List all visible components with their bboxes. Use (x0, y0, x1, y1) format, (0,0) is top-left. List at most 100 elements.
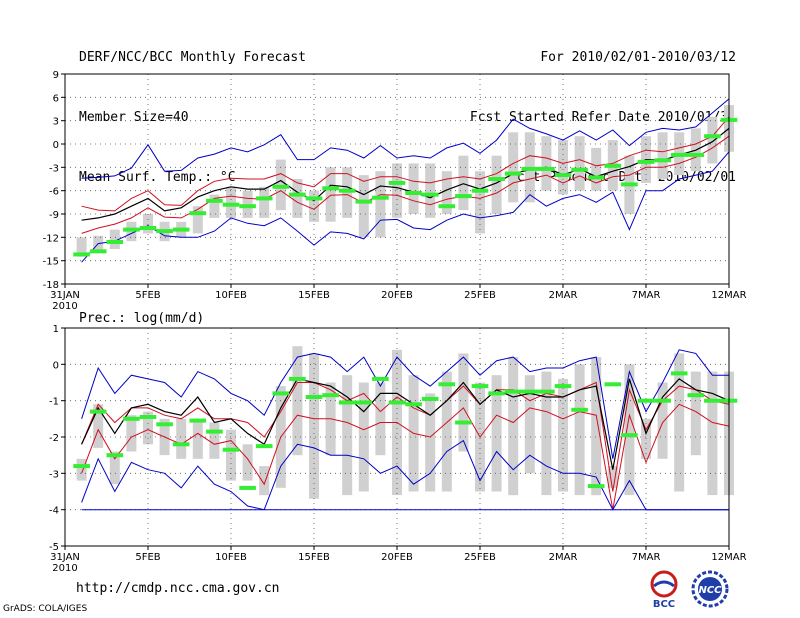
prec-box (358, 382, 369, 492)
temp-observation (289, 192, 306, 197)
temp-y-tick-label: 9 (53, 70, 59, 81)
temp-x-tick-label: 25FEB (464, 290, 496, 301)
temp-y-tick-label: -6 (49, 187, 59, 198)
prec-observation (189, 418, 207, 423)
prec-observation (421, 396, 439, 401)
temp-box (591, 147, 602, 191)
temp-y-tick-label: 0 (53, 140, 59, 151)
prec-observation (255, 444, 273, 449)
prec-x-year-label: 2010 (52, 563, 77, 574)
header-member-size: Member Size=40 (79, 110, 189, 125)
prec-box (607, 466, 618, 488)
prec-title: Prec.: log(mm/d) (79, 311, 204, 326)
temp-x-tick-label: 7MAR (632, 290, 661, 301)
prec-series-min (81, 439, 729, 511)
temp-observation (305, 196, 323, 201)
temp-observation (156, 229, 173, 234)
prec-box (143, 411, 153, 445)
prec-observation (488, 391, 505, 396)
prec-box (558, 378, 568, 492)
temp-series-mean (81, 127, 730, 221)
temp-box (309, 190, 319, 222)
prec-y-tick-label: -4 (49, 506, 59, 517)
prec-box (508, 357, 519, 496)
temp-series-min (81, 151, 730, 263)
temp-observation (123, 227, 140, 232)
temp-y-tick-label: -12 (43, 233, 59, 244)
temp-observation (538, 166, 555, 171)
prec-box (93, 404, 104, 448)
prec-series-lower (81, 403, 730, 510)
temp-x-tick-label: 2MAR (549, 290, 578, 301)
prec-box (491, 375, 502, 492)
prec-box (242, 444, 253, 481)
prec-y-tick-label: -1 (49, 397, 59, 408)
temp-y-tick-label: -15 (43, 257, 59, 268)
temp-observation (587, 175, 605, 180)
prec-box (309, 353, 319, 499)
temp-observation (571, 167, 588, 172)
temp-observation (438, 204, 456, 209)
prec-observation (322, 393, 339, 398)
temp-box (408, 163, 419, 214)
temp-box (475, 171, 485, 234)
ncc-logo-ring (691, 570, 729, 608)
prec-box (624, 364, 635, 496)
temp-observation (206, 198, 223, 203)
prec-observation (305, 395, 323, 399)
ncc-logo: NCC (691, 570, 729, 608)
temp-observation (455, 194, 472, 199)
temp-box (143, 214, 153, 234)
prec-box (226, 429, 236, 481)
prec-y-tick-label: 0 (53, 360, 59, 371)
temp-observation (504, 171, 522, 176)
footer-url[interactable]: http://cmdp.ncc.cma.gov.cn (76, 581, 280, 596)
temp-series-upper (81, 116, 730, 212)
temp-observation (670, 152, 688, 157)
prec-observation (654, 398, 671, 403)
prec-series-mean (81, 378, 730, 470)
temp-box (441, 171, 452, 214)
prec-x-tick-label: 10FEB (215, 552, 247, 563)
temp-observation (189, 211, 207, 216)
prec-x-tick-label: 7MAR (632, 552, 661, 563)
prec-y-tick-label: -5 (49, 542, 59, 553)
temp-observation (687, 152, 705, 157)
temp-y-tick-label: -18 (43, 280, 59, 291)
prec-observation (272, 391, 290, 396)
temp-observation (89, 249, 107, 254)
prec-observation (587, 484, 605, 489)
prec-observation (471, 384, 489, 389)
temp-box (558, 140, 568, 195)
temp-box (458, 155, 469, 211)
temp-observation (405, 191, 422, 195)
prec-x-tick-label: 20FEB (381, 552, 413, 563)
temp-observation (272, 184, 290, 189)
temp-observation (338, 188, 356, 193)
temp-x-tick-label: 10FEB (215, 290, 247, 301)
ncc-logo-disc (698, 577, 722, 601)
prec-box (425, 393, 436, 492)
prec-observation (372, 376, 389, 381)
prec-observation (504, 389, 522, 394)
prec-box (76, 458, 87, 481)
prec-box (441, 371, 452, 492)
temp-box (259, 186, 270, 218)
prec-box (524, 375, 535, 474)
prec-observation (123, 416, 140, 421)
prec-box (541, 371, 552, 496)
temp-observation (255, 196, 273, 201)
prec-box (109, 451, 120, 485)
prec-observation (670, 371, 688, 376)
prec-x-tick-label: 2MAR (549, 552, 578, 563)
temp-box (192, 206, 203, 234)
prec-panel: -5 -4 -3 -2 -1 0 1 31JAN 5FEB 10FEB 15FEB 20FEB 25FE… (49, 311, 747, 574)
temp-box (109, 229, 120, 249)
temp-observation (73, 252, 90, 257)
prec-y-tick-label: -3 (49, 469, 59, 480)
prec-observation (687, 393, 705, 398)
temp-box (358, 175, 369, 238)
prec-box (292, 346, 303, 456)
prec-observation (538, 389, 555, 394)
